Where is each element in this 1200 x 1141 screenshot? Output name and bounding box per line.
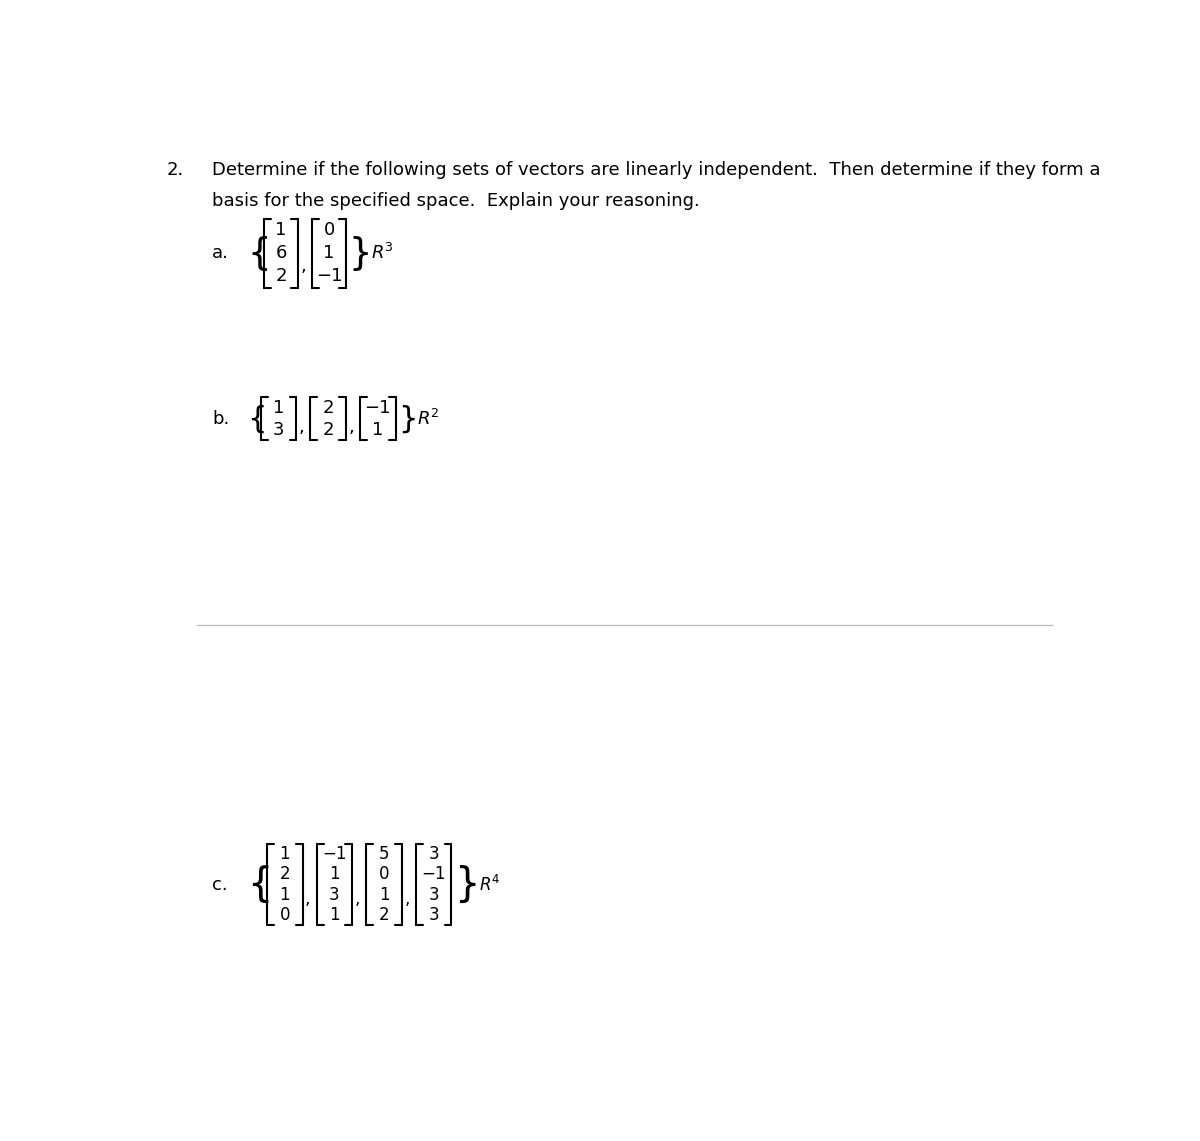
Text: 3: 3 [428, 845, 439, 863]
Text: 0: 0 [280, 906, 290, 924]
Text: 1: 1 [329, 906, 340, 924]
Text: basis for the specified space.  Explain your reasoning.: basis for the specified space. Explain y… [212, 192, 700, 210]
Text: 2.: 2. [167, 161, 185, 179]
Text: −1: −1 [322, 845, 347, 863]
Text: 2: 2 [379, 906, 389, 924]
Text: ,: , [305, 890, 311, 908]
Text: c.: c. [212, 875, 228, 893]
Text: 1: 1 [280, 885, 290, 904]
Text: ,: , [404, 890, 409, 908]
Text: 1: 1 [379, 885, 389, 904]
Text: 1: 1 [372, 421, 384, 438]
Text: 5: 5 [379, 845, 389, 863]
Text: $R^3$: $R^3$ [371, 243, 394, 264]
Text: 0: 0 [324, 221, 335, 240]
Text: ,: , [355, 890, 360, 908]
Text: $\{$: $\{$ [247, 403, 264, 435]
Text: 3: 3 [272, 421, 284, 438]
Text: 3: 3 [428, 885, 439, 904]
Text: ,: , [299, 418, 305, 436]
Text: $\}$: $\}$ [398, 403, 415, 435]
Text: 2: 2 [280, 865, 290, 883]
Text: 2: 2 [323, 399, 334, 416]
Text: $\}$: $\}$ [454, 864, 476, 905]
Text: −1: −1 [421, 865, 446, 883]
Text: 1: 1 [275, 221, 287, 240]
Text: $R^4$: $R^4$ [479, 874, 500, 895]
Text: a.: a. [212, 244, 229, 262]
Text: 2: 2 [323, 421, 334, 438]
Text: 1: 1 [280, 845, 290, 863]
Text: ,: , [300, 257, 306, 275]
Text: 1: 1 [272, 399, 284, 416]
Text: Determine if the following sets of vectors are linearly independent.  Then deter: Determine if the following sets of vecto… [212, 161, 1100, 179]
Text: −1: −1 [316, 267, 342, 285]
Text: −1: −1 [365, 399, 391, 416]
Text: $\}$: $\}$ [348, 234, 370, 273]
Text: $\{$: $\{$ [247, 234, 268, 273]
Text: 2: 2 [275, 267, 287, 285]
Text: 3: 3 [329, 885, 340, 904]
Text: 1: 1 [329, 865, 340, 883]
Text: 1: 1 [323, 244, 335, 262]
Text: 3: 3 [428, 906, 439, 924]
Text: $R^2$: $R^2$ [418, 408, 440, 429]
Text: $\{$: $\{$ [247, 864, 269, 905]
Text: ,: , [348, 418, 354, 436]
Text: 0: 0 [379, 865, 389, 883]
Text: 6: 6 [275, 244, 287, 262]
Text: b.: b. [212, 410, 229, 428]
